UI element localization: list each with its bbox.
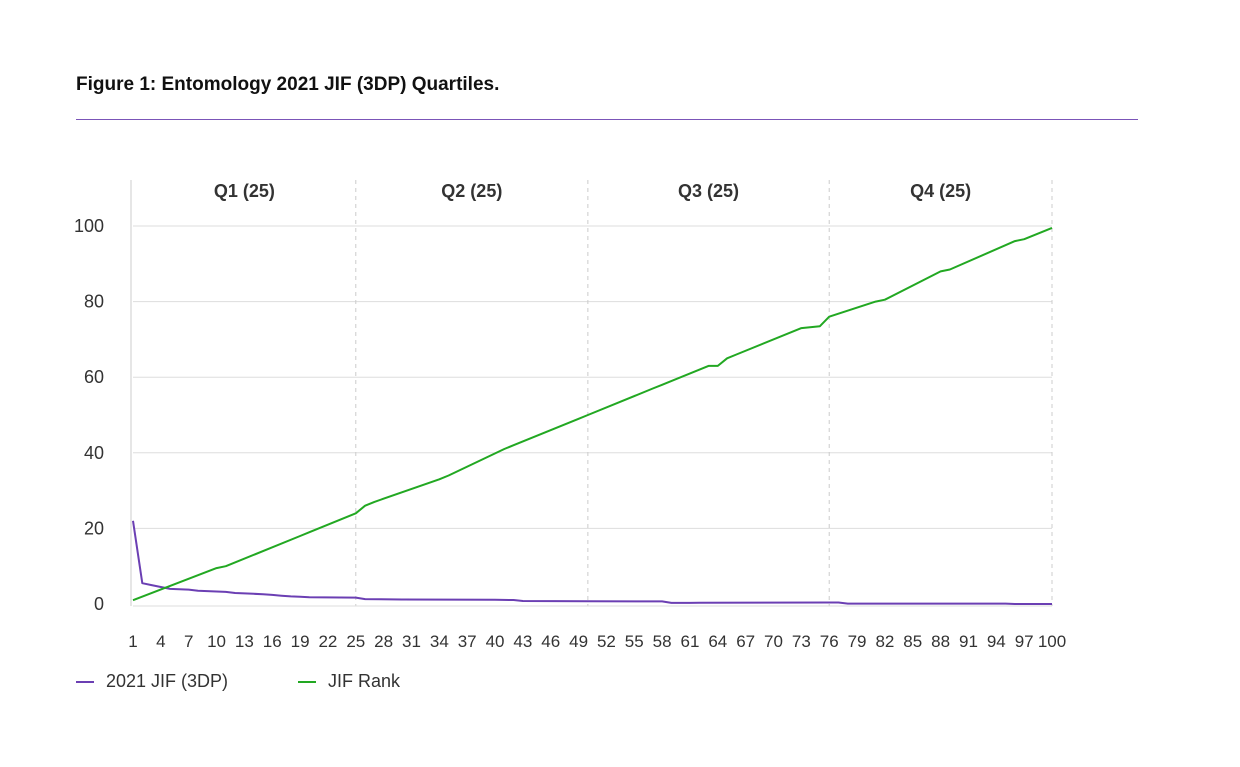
x-tick-label: 34 bbox=[430, 632, 449, 651]
x-tick-label: 73 bbox=[792, 632, 811, 651]
x-tick-label: 70 bbox=[764, 632, 783, 651]
legend-label-rank: JIF Rank bbox=[328, 671, 401, 691]
x-tick-label: 97 bbox=[1015, 632, 1034, 651]
x-tick-label: 46 bbox=[541, 632, 560, 651]
x-tick-label: 37 bbox=[458, 632, 477, 651]
y-tick-label: 60 bbox=[84, 367, 104, 387]
x-tick-label: 28 bbox=[374, 632, 393, 651]
legend-swatch-jif bbox=[76, 680, 94, 683]
x-tick-label: 52 bbox=[597, 632, 616, 651]
x-tick-label: 43 bbox=[513, 632, 532, 651]
x-tick-label: 91 bbox=[959, 632, 978, 651]
x-tick-label: 100 bbox=[1038, 632, 1066, 651]
legend-item-rank: JIF Rank bbox=[298, 671, 400, 692]
x-tick-label: 40 bbox=[486, 632, 505, 651]
y-tick-label: 100 bbox=[74, 216, 104, 236]
legend-swatch-rank bbox=[298, 680, 316, 683]
quartile-label: Q3 (25) bbox=[678, 181, 739, 201]
x-tick-label: 55 bbox=[625, 632, 644, 651]
series-line-jif bbox=[132, 520, 1052, 605]
x-tick-label: 19 bbox=[291, 632, 310, 651]
quartile-label: Q2 (25) bbox=[441, 181, 502, 201]
x-tick-label: 76 bbox=[820, 632, 839, 651]
y-tick-label: 20 bbox=[84, 518, 104, 538]
x-tick-label: 16 bbox=[263, 632, 282, 651]
x-tick-label: 79 bbox=[848, 632, 867, 651]
x-tick-label: 88 bbox=[931, 632, 950, 651]
x-tick-label: 58 bbox=[653, 632, 672, 651]
y-tick-label: 0 bbox=[94, 594, 104, 614]
y-tick-label: 40 bbox=[84, 443, 104, 463]
x-tick-label: 67 bbox=[736, 632, 755, 651]
axis-layer: 0 20 40 60 80 100 Q1 (25) Q2 (25) Q3 (25) Q4 (25)… bbox=[74, 180, 1066, 651]
x-tick-label: 4 bbox=[156, 632, 165, 651]
x-tick-label: 49 bbox=[569, 632, 588, 651]
x-tick-label: 82 bbox=[875, 632, 894, 651]
x-tick-label: 64 bbox=[708, 632, 727, 651]
legend-item-jif: 2021 JIF (3DP) bbox=[76, 671, 228, 692]
quartile-label: Q4 (25) bbox=[910, 181, 971, 201]
title-divider bbox=[76, 119, 1138, 120]
x-tick-label: 31 bbox=[402, 632, 421, 651]
y-tick-label: 80 bbox=[84, 292, 104, 312]
figure-title: Figure 1: Entomology 2021 JIF (3DP) Quar… bbox=[76, 74, 500, 95]
quartile-label: Q1 (25) bbox=[214, 181, 275, 201]
x-tick-label: 94 bbox=[987, 632, 1006, 651]
series-layer bbox=[132, 226, 1053, 605]
x-tick-label: 25 bbox=[346, 632, 365, 651]
x-tick-label: 85 bbox=[903, 632, 922, 651]
grid-layer bbox=[133, 180, 1053, 606]
x-tick-label: 7 bbox=[184, 632, 193, 651]
x-tick-label: 10 bbox=[207, 632, 226, 651]
series-line-rank bbox=[132, 226, 1053, 602]
x-tick-label: 1 bbox=[128, 632, 137, 651]
x-tick-label: 22 bbox=[318, 632, 337, 651]
legend-label-jif: 2021 JIF (3DP) bbox=[106, 671, 229, 691]
x-tick-label: 13 bbox=[235, 632, 254, 651]
x-tick-label: 61 bbox=[681, 632, 700, 651]
